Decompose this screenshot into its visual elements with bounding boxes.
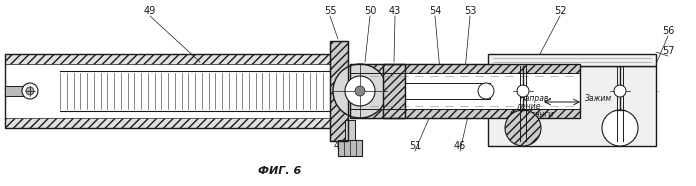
Circle shape [505,110,541,146]
Bar [345,120,355,140]
Bar [330,41,348,141]
Text: ФИГ. 6: ФИГ. 6 [258,166,301,176]
Text: Зажим: Зажим [585,94,612,102]
Text: 51: 51 [409,141,421,151]
Text: борштанги: борштанги [510,110,555,118]
Bar [5,54,347,128]
Circle shape [602,110,638,146]
Text: 46: 46 [454,141,466,151]
Bar [5,71,347,111]
Circle shape [333,64,387,118]
Text: 43: 43 [389,6,401,16]
Circle shape [355,86,365,96]
Bar [350,64,580,118]
Text: 57: 57 [662,46,674,56]
Circle shape [345,76,375,106]
Bar [5,118,347,128]
Bar [350,73,580,109]
Circle shape [22,83,38,99]
Circle shape [614,85,626,97]
Text: 54: 54 [429,6,441,16]
Bar [405,83,490,99]
Text: 56: 56 [662,26,674,36]
Text: ление: ление [516,102,540,110]
Text: 45: 45 [334,141,346,151]
Bar [5,86,25,96]
Bar [488,66,656,146]
Text: 53: 53 [464,6,476,16]
Text: 50: 50 [364,6,376,16]
Text: 52: 52 [554,6,567,16]
Bar [383,64,405,118]
Text: Направ-: Направ- [520,94,552,102]
Bar [330,41,348,141]
Text: 49: 49 [144,6,156,16]
Bar [350,109,580,118]
Text: 55: 55 [324,6,336,16]
Bar [350,64,580,118]
Circle shape [26,87,34,95]
Circle shape [517,85,529,97]
Bar [488,54,656,66]
Bar [5,54,347,64]
Circle shape [478,83,494,99]
Bar [338,140,362,156]
Bar [350,64,580,73]
Bar [383,64,405,118]
